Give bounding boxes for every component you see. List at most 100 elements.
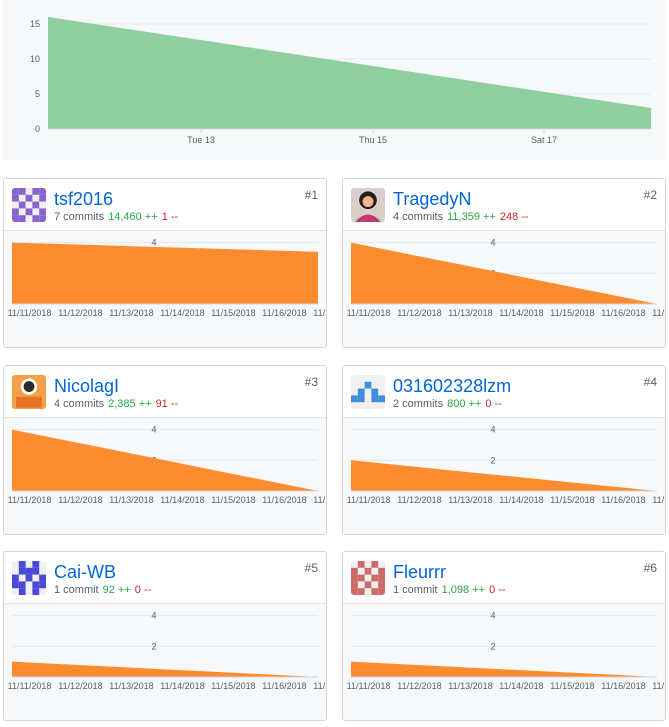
identicon-indigo-icon xyxy=(12,561,46,595)
mini-x-tick-label: 11/11/2018 xyxy=(8,495,52,505)
contributor-commit-chart: 4 11/11/2018 11/12/2018 11/13/2018 11/14/201… xyxy=(8,238,326,318)
mini-y-tick-label: 4 xyxy=(151,238,156,248)
contributor-avatar[interactable] xyxy=(12,375,46,409)
contributor-avatar[interactable] xyxy=(351,188,385,222)
additions-count: 1,098 ++ xyxy=(441,584,486,596)
contributor-stats: 1 commit 1,098 ++ 0 -- xyxy=(393,584,506,596)
mini-y-tick-label: 2 xyxy=(490,455,495,465)
mini-x-tick-label: 11/12/2018 xyxy=(58,308,102,318)
mini-x-tick-label: 11/13/2018 xyxy=(109,308,153,318)
deletions-count: 0 -- xyxy=(489,584,506,596)
mini-y-tick-label: 4 xyxy=(490,238,495,248)
contributor-avatar[interactable] xyxy=(351,375,385,409)
overview-x-tick-label: Sat 17 xyxy=(531,135,557,145)
contributor-username-link[interactable]: Cai-WB xyxy=(54,562,116,582)
mini-x-tick-label: 11/16/2018 xyxy=(601,681,645,691)
overview-y-tick-label: 15 xyxy=(30,19,40,29)
mini-x-tick-label: 11/15/2018 xyxy=(211,308,255,318)
contributor-avatar[interactable] xyxy=(12,188,46,222)
contributor-card-header: Fleurrr #6 1 commit 1,098 ++ 0 -- xyxy=(343,552,665,604)
overview-x-tick-label: Thu 15 xyxy=(359,135,387,145)
anime-avatar-icon xyxy=(12,375,46,409)
contributor-rank: #3 xyxy=(304,375,318,389)
mini-x-tick-label: 11/16/2018 xyxy=(262,681,306,691)
mini-x-tick-label: 11/17/2018 xyxy=(313,308,326,318)
contributor-commit-chart: 4211/11/201811/12/201811/13/201811/14/20… xyxy=(347,238,665,318)
photo-avatar-icon xyxy=(351,188,385,222)
commits-count-link[interactable]: 2 commits xyxy=(393,398,444,410)
mini-y-tick-label: 4 xyxy=(151,611,156,621)
mini-x-tick-label: 11/14/2018 xyxy=(160,495,204,505)
commits-count-link[interactable]: 1 commit xyxy=(393,584,438,596)
mini-x-tick-label: 11/14/2018 xyxy=(160,308,204,318)
commits-count-link[interactable]: 1 commit xyxy=(54,584,99,596)
mini-x-tick-label: 11/11/2018 xyxy=(8,681,52,691)
mini-y-tick-label: 4 xyxy=(490,425,495,435)
contributor-rank: #2 xyxy=(643,188,657,202)
overview-area-chart: 0 5 10 15 Tue 13 Thu 15 Sat 17 xyxy=(30,17,651,145)
mini-x-tick-label: 11/15/2018 xyxy=(550,681,594,691)
mini-x-tick-label: 11/11/2018 xyxy=(8,308,52,318)
contributor-card-header: tsf2016 #1 7 commits 14,460 ++ 1 -- xyxy=(4,179,326,231)
contributor-username-link[interactable]: TragedyN xyxy=(393,189,472,209)
mini-area-series xyxy=(12,429,318,491)
mini-x-tick-label: 11/13/2018 xyxy=(109,495,153,505)
contributor-card: Fleurrr #6 1 commit 1,098 ++ 0 -- 4 2 11/11/201… xyxy=(342,551,666,721)
mini-area-series xyxy=(12,661,318,677)
commits-count-link[interactable]: 4 commits xyxy=(393,211,444,223)
mini-x-tick-label: 11/15/2018 xyxy=(211,495,255,505)
contributor-rank: #5 xyxy=(304,561,318,575)
contributor-stats: 1 commit 92 ++ 0 -- xyxy=(54,584,151,596)
contributor-card-header: TragedyN #2 4 commits 11,359 ++ 248 -- xyxy=(343,179,665,231)
contributor-stats: 7 commits 14,460 ++ 1 -- xyxy=(54,211,178,223)
mini-x-tick-label: 11/15/2018 xyxy=(211,681,255,691)
mini-x-tick-label: 11/13/2018 xyxy=(109,681,153,691)
contributor-card-header: 031602328lzm #4 2 commits 800 ++ 0 -- xyxy=(343,366,665,418)
mini-x-tick-label: 11/12/2018 xyxy=(397,495,441,505)
contributor-rank: #6 xyxy=(643,561,657,575)
mini-x-tick-label: 11/13/2018 xyxy=(448,681,492,691)
mini-x-tick-label: 11/12/2018 xyxy=(58,495,102,505)
mini-area-series xyxy=(12,242,318,304)
contributor-avatar[interactable] xyxy=(12,561,46,595)
contributor-username-link[interactable]: 031602328lzm xyxy=(393,376,512,396)
contributor-avatar[interactable] xyxy=(351,561,385,595)
additions-count: 92 ++ xyxy=(102,584,131,596)
commits-count-link[interactable]: 4 commits xyxy=(54,398,105,410)
mini-area-series xyxy=(351,242,657,304)
deletions-count: 248 -- xyxy=(499,211,529,223)
mini-x-tick-label: 11/16/2018 xyxy=(262,308,306,318)
identicon-red-icon xyxy=(351,561,385,595)
additions-count: 800 ++ xyxy=(447,398,482,410)
contributor-card: Cai-WB #5 1 commit 92 ++ 0 -- 4 2 11/11/2018 11/… xyxy=(3,551,327,721)
mini-y-tick-label: 2 xyxy=(151,641,156,651)
deletions-count: 91 -- xyxy=(155,398,179,410)
mini-x-tick-label: 11/12/2018 xyxy=(397,308,441,318)
contributor-stats: 4 commits 2,385 ++ 91 -- xyxy=(54,398,178,410)
contributor-username-link[interactable]: Fleurrr xyxy=(393,562,446,582)
mini-x-tick-label: 11/14/2018 xyxy=(499,308,543,318)
contributor-username-link[interactable]: NicolagI xyxy=(54,376,120,396)
mini-area-series xyxy=(351,661,657,677)
mini-x-tick-label: 11/16/2018 xyxy=(601,495,645,505)
deletions-count: 0 -- xyxy=(485,398,502,410)
mini-x-tick-label: 11/11/2018 xyxy=(347,681,391,691)
additions-count: 14,460 ++ xyxy=(108,211,158,223)
contributor-username-link[interactable]: tsf2016 xyxy=(54,189,114,209)
mini-y-tick-label: 4 xyxy=(490,611,495,621)
overview-y-tick-label: 0 xyxy=(35,124,40,134)
mini-x-tick-label: 11/11/2018 xyxy=(347,495,391,505)
contributor-card-header: NicolagI #3 4 commits 2,385 ++ 91 -- xyxy=(4,366,326,418)
overview-y-tick-label: 5 xyxy=(35,89,40,99)
contributor-card: tsf2016 #1 7 commits 14,460 ++ 1 -- 4 11/11/20… xyxy=(3,178,327,348)
contributor-commit-chart: 4211/11/201811/12/201811/13/201811/14/20… xyxy=(8,425,326,505)
mini-x-tick-label: 11/15/2018 xyxy=(550,308,594,318)
commits-count-link[interactable]: 7 commits xyxy=(54,211,105,223)
mini-x-tick-label: 11/17/2018 xyxy=(313,681,326,691)
overview-area-series xyxy=(48,17,651,129)
mini-x-tick-label: 11/17/2018 xyxy=(652,495,665,505)
